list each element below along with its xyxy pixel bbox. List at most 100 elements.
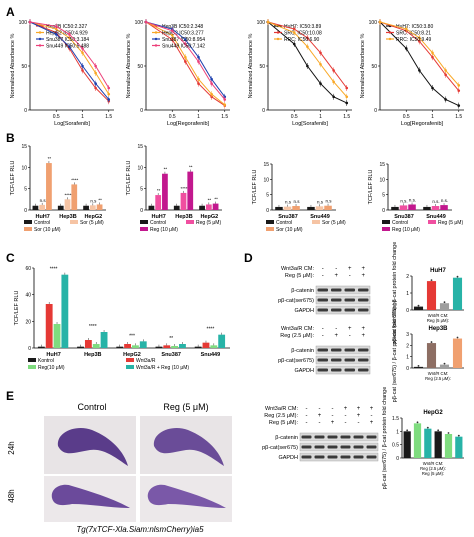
A4-xtick-label: 1.5 xyxy=(455,114,462,120)
B1-bar xyxy=(57,205,64,210)
blot-condition-mark: + xyxy=(334,333,338,339)
D1-ytick-label: 2 xyxy=(406,274,409,280)
C-significance: *** xyxy=(129,333,135,339)
B2-category-label: HepG2 xyxy=(200,214,218,220)
A1-data-point xyxy=(81,64,84,68)
B2-bar xyxy=(205,204,212,210)
blot-band xyxy=(353,455,364,459)
B2-legend-swatch xyxy=(140,220,148,224)
panel-label-e: E xyxy=(6,389,14,403)
B3-legend-swatch xyxy=(312,220,320,224)
B1-bar xyxy=(83,205,89,210)
A3-data-point xyxy=(292,27,296,31)
A1-data-point xyxy=(94,82,97,85)
blot-band-label: pβ-cat(ser675) xyxy=(262,445,298,451)
D2-ytick-label: 1 xyxy=(406,355,409,361)
blot-condition-mark: - xyxy=(335,326,337,332)
C-category-label: HepG2 xyxy=(123,352,141,358)
D1-data-point xyxy=(443,301,446,304)
A4-data-point xyxy=(404,27,408,31)
D1-data-point xyxy=(430,279,433,281)
B4-significance: n.s. xyxy=(441,198,448,203)
blot-band-label: β-catenin xyxy=(291,348,314,354)
chart-A2: 0 50 100 Normalized Absorbance % 0.5 1 1.5 Log[… xyxy=(126,19,230,127)
B4-significance: n.s. xyxy=(409,197,416,202)
blot-strip xyxy=(315,285,371,295)
C-bar xyxy=(163,345,171,348)
embryo-shape-reg-48h xyxy=(147,484,226,508)
blot-condition-mark: - xyxy=(322,333,324,339)
blot-band xyxy=(327,455,338,459)
A3-data-point xyxy=(345,95,349,99)
A2-ytick-label: 50 xyxy=(137,64,143,70)
A3-ytick-label: 0 xyxy=(262,108,265,114)
A2-data-point xyxy=(170,29,174,33)
A1-data-point xyxy=(68,36,71,40)
blot-condition-mark: + xyxy=(348,326,352,332)
chart-A1: 0 50 100 Normalized Absorbance % 0.5 1 1.5 Log[… xyxy=(10,19,114,127)
B1-legend-swatch xyxy=(24,220,32,224)
B4-legend-swatch xyxy=(382,220,390,224)
chart-D2: 0 1 2 3 pβ-cat (ser675) / β-cat protein fold… xyxy=(392,300,464,402)
A1-data-point xyxy=(107,98,111,101)
A3-data-point xyxy=(292,31,296,34)
blot-strip xyxy=(315,355,371,365)
B2-ytick-label: 5 xyxy=(140,187,143,193)
B1-legend-entry: Sor (5 μM) xyxy=(80,220,104,226)
B3-legend-entry: Sor (5 μM) xyxy=(322,220,346,226)
D3-ytick-label: 0 xyxy=(396,456,399,462)
D3-data-point xyxy=(457,434,460,437)
western-blots-layer: Wnt3a/R CM: - - + +Reg (5 μM): - + - +β-cateninp… xyxy=(262,266,379,462)
A2-legend-marker xyxy=(154,44,158,47)
B4-significance: n.s. xyxy=(400,198,407,203)
blot-band xyxy=(358,298,369,302)
blot-condition-mark: - xyxy=(349,333,351,339)
A3-data-point xyxy=(332,80,335,84)
blot-band xyxy=(301,455,312,459)
blot-strip xyxy=(315,305,371,315)
blot-band-label: GAPDH xyxy=(278,455,298,461)
C-significance: **** xyxy=(207,327,215,333)
B2-bar xyxy=(155,195,162,210)
blot-band xyxy=(358,288,369,292)
B3-bar xyxy=(292,206,300,210)
A2-data-point xyxy=(197,55,200,59)
C-bar xyxy=(194,346,202,348)
C-bar xyxy=(132,345,139,348)
B2-significance: **** xyxy=(180,186,187,191)
A3-series-line xyxy=(267,21,347,104)
blot-band xyxy=(317,368,328,372)
A1-data-point xyxy=(54,25,58,28)
blot-band xyxy=(344,358,355,362)
blot-band xyxy=(358,308,369,312)
B3-bar xyxy=(324,205,332,210)
A2-series-line xyxy=(145,21,226,107)
D3-bar xyxy=(403,431,411,458)
blot-condition-mark: + xyxy=(334,273,338,279)
blot-condition-mark: - xyxy=(322,266,324,272)
B1-significance: ** xyxy=(98,197,102,202)
D2-data-point xyxy=(443,362,446,365)
blot-condition-mark: - xyxy=(335,266,337,272)
B1-bar xyxy=(89,205,96,210)
A4-data-point xyxy=(404,47,408,50)
D1-ytick-label: 0 xyxy=(406,308,409,314)
A3-legend-marker xyxy=(276,31,280,34)
B1-legend-swatch xyxy=(70,220,78,224)
A4-data-point xyxy=(378,20,382,24)
A1-ytick-label: 100 xyxy=(19,20,28,26)
B2-category-label: HuH7 xyxy=(151,214,165,220)
A1-legend-entry: Snu387 IC50:3.184 xyxy=(46,37,89,43)
blot-condition-mark: + xyxy=(357,406,361,412)
B2-bar xyxy=(187,171,194,210)
A2-series-line xyxy=(145,21,226,106)
B3-significance: n.s xyxy=(326,199,333,204)
blot-condition-mark: - xyxy=(319,406,321,412)
blot-condition-mark: - xyxy=(332,413,334,419)
B1-significance: ** xyxy=(48,156,52,161)
D1-ylabel: pβ-cat (ser675) / β-cat protein fold cha… xyxy=(392,242,398,345)
D2-bar xyxy=(426,343,437,368)
A2-ylabel: Normalized Absorbance % xyxy=(126,33,132,98)
